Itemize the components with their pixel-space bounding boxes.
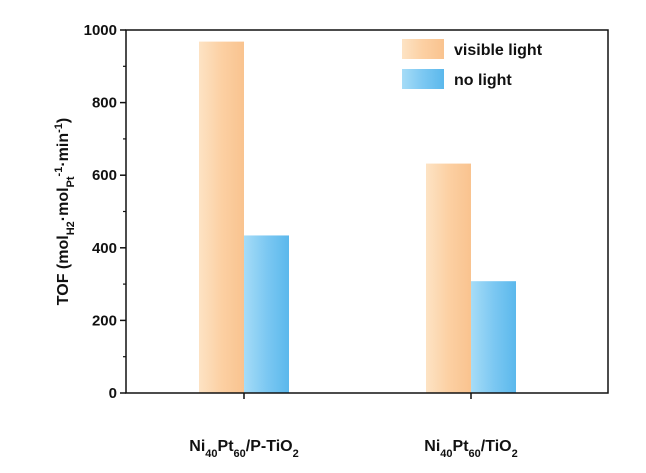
y-tick-label: 0 bbox=[109, 385, 117, 402]
x-category-label: Ni40Pt60/P-TiO2 bbox=[189, 438, 298, 460]
y-tick-label: 400 bbox=[92, 240, 117, 257]
y-axis-label: TOF (molH2·molPt-1·min-1) bbox=[53, 118, 77, 305]
bar-visible-light-1 bbox=[199, 41, 244, 394]
legend: visible light no light bbox=[402, 39, 543, 89]
y-tick-label: 600 bbox=[92, 167, 117, 184]
legend-swatch-visible-light bbox=[402, 39, 444, 59]
x-category-label: Ni40Pt60/TiO2 bbox=[424, 438, 517, 460]
bar-visible-light-2 bbox=[426, 163, 471, 393]
axes-layer: 0 200 400 600 800 1000 bbox=[84, 22, 609, 402]
legend-label-visible-light: visible light bbox=[454, 42, 543, 59]
bar-no-light-2 bbox=[471, 281, 516, 393]
legend-swatch-no-light bbox=[402, 69, 444, 89]
legend-label-no-light: no light bbox=[454, 72, 512, 89]
plot-frame bbox=[125, 29, 609, 394]
y-tick-label: 200 bbox=[92, 312, 117, 329]
bar-no-light-1 bbox=[244, 235, 289, 393]
bars-layer bbox=[199, 41, 516, 394]
labels-layer: Ni40Pt60/P-TiO2 Ni40Pt60/TiO2 TOF (molH2·m… bbox=[53, 118, 518, 460]
y-tick-label: 1000 bbox=[84, 22, 117, 39]
y-tick-label: 800 bbox=[92, 95, 117, 112]
